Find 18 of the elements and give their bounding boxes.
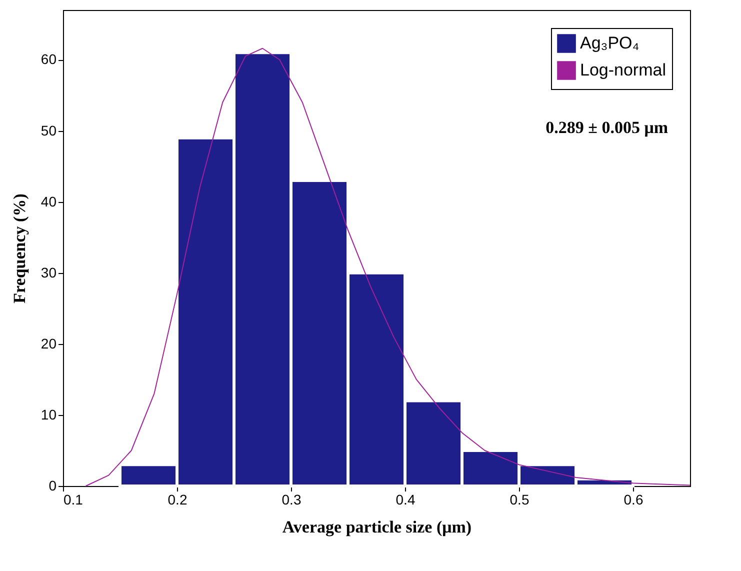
y-tick-label: 10 <box>40 406 57 422</box>
x-tick-label: 0.4 <box>396 492 416 508</box>
y-tick-label: 40 <box>40 193 57 210</box>
x-tick-label: 0.3 <box>282 492 302 508</box>
y-tick-label: 30 <box>40 264 57 280</box>
x-tick-label: 0.5 <box>510 492 530 508</box>
legend-label: Log-normal <box>580 60 666 80</box>
legend-label: Ag₃PO₄ <box>580 34 640 52</box>
y-tick-label: 0 <box>48 478 57 494</box>
x-axis-title: Average particle size (μm) <box>282 518 472 536</box>
annotation: 0.289 ± 0.005 μm <box>546 118 668 137</box>
y-tick-label: 50 <box>40 122 57 138</box>
x-tick-label: 0.6 <box>624 492 644 508</box>
y-tick-label: 60 <box>40 51 57 68</box>
x-tick-label: 0.1 <box>64 492 84 508</box>
y-axis-title: Frequency (%) <box>10 194 29 304</box>
x-tick-label: 0.2 <box>168 492 188 508</box>
y-tick-label: 20 <box>40 335 57 352</box>
